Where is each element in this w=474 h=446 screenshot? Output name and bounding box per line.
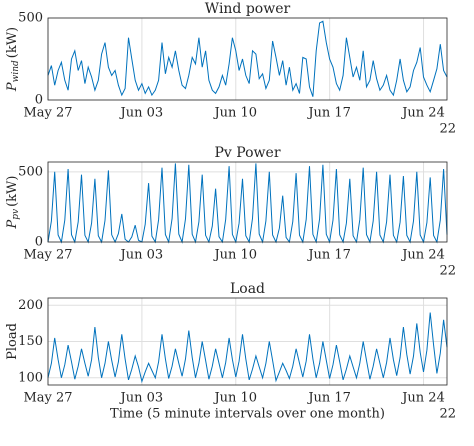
data-line bbox=[47, 20, 448, 97]
chart-title: Wind power bbox=[205, 1, 291, 17]
y-tick-label: 500 bbox=[18, 164, 43, 179]
x-axis-label: Time (5 minute intervals over one month) bbox=[110, 407, 385, 422]
axes-box bbox=[47, 17, 448, 101]
y-label-unit: (kW) bbox=[5, 176, 20, 207]
x-tick-label: Jun 17 bbox=[306, 391, 351, 406]
x-tick-label: May 27 bbox=[23, 106, 72, 121]
x-tick-label: Jun 17 bbox=[306, 106, 351, 121]
x-tick-label: Jun 24 bbox=[400, 391, 445, 406]
x-tick-label: Jun 03 bbox=[119, 106, 164, 121]
y-label-sub: wind bbox=[11, 60, 21, 82]
y-tick-label: 200 bbox=[18, 298, 43, 313]
year-label: 22 bbox=[439, 264, 456, 279]
axes-box bbox=[47, 297, 448, 386]
chart-title: Pv Power bbox=[214, 145, 280, 161]
y-label-sub: pv bbox=[11, 209, 21, 220]
chart-title: Load bbox=[230, 281, 265, 297]
x-tick-label: Jun 17 bbox=[306, 248, 351, 263]
y-tick-label: 500 bbox=[18, 11, 43, 26]
y-label-main: P bbox=[5, 220, 20, 230]
y-axis-label: Pwind (kW) bbox=[5, 27, 21, 92]
data-line bbox=[47, 163, 448, 244]
data-line bbox=[47, 312, 448, 384]
x-tick-label: Jun 10 bbox=[212, 248, 257, 263]
y-label-main: P bbox=[5, 82, 20, 92]
year-label: 22 bbox=[439, 122, 456, 137]
y-axis-label: Pload bbox=[5, 323, 20, 360]
y-axis-label: Ppv (kW) bbox=[5, 176, 21, 230]
x-tick-label: May 27 bbox=[23, 391, 72, 406]
y-tick-label: 100 bbox=[18, 370, 43, 385]
axes-box bbox=[47, 161, 448, 243]
x-tick-label: May 27 bbox=[23, 248, 72, 263]
year-label: 22 bbox=[439, 407, 456, 422]
plot-area bbox=[48, 18, 447, 100]
x-tick-label: Jun 10 bbox=[212, 391, 257, 406]
y-label-unit: (kW) bbox=[5, 27, 20, 58]
x-tick-label: Jun 03 bbox=[119, 391, 164, 406]
y-tick-label: 150 bbox=[18, 334, 43, 349]
y-label-main: Pload bbox=[5, 323, 20, 360]
y-tick-label: 0 bbox=[35, 235, 43, 250]
plot-area bbox=[48, 162, 447, 242]
x-tick-label: Jun 24 bbox=[400, 248, 445, 263]
x-tick-label: Jun 10 bbox=[212, 106, 257, 121]
x-tick-label: Jun 03 bbox=[119, 248, 164, 263]
y-tick-label: 0 bbox=[35, 93, 43, 108]
x-tick-label: Jun 24 bbox=[400, 106, 445, 121]
